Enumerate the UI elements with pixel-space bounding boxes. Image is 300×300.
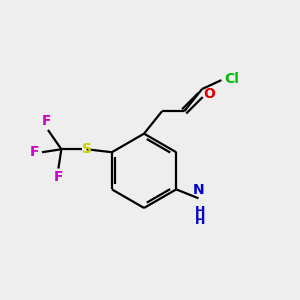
Text: F: F (30, 145, 40, 159)
Text: N: N (193, 183, 204, 197)
Text: H: H (194, 214, 205, 227)
Text: H: H (194, 205, 205, 218)
Text: S: S (82, 142, 92, 156)
Text: F: F (54, 170, 63, 184)
Text: O: O (203, 87, 215, 101)
Text: Cl: Cl (224, 72, 239, 86)
Text: F: F (42, 114, 52, 128)
